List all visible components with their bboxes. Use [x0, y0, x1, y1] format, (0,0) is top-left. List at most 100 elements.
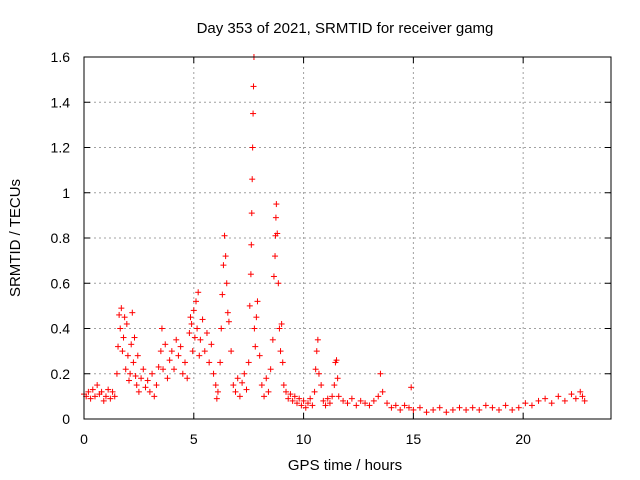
- data-point: [210, 370, 217, 377]
- data-point: [436, 404, 443, 411]
- data-point: [203, 330, 210, 337]
- data-point: [250, 83, 257, 90]
- data-point: [357, 397, 364, 404]
- data-point: [100, 397, 107, 404]
- data-point: [463, 406, 470, 413]
- data-point: [476, 406, 483, 413]
- data-point: [118, 305, 125, 312]
- data-point: [577, 388, 584, 395]
- data-point: [287, 391, 294, 398]
- x-axis-label: GPS time / hours: [288, 457, 402, 474]
- data-point: [243, 386, 250, 393]
- data-point: [224, 309, 231, 316]
- data-point: [401, 402, 408, 409]
- data-point: [151, 393, 158, 400]
- data-point: [140, 366, 147, 373]
- data-point: [250, 110, 257, 117]
- data-point: [179, 370, 186, 377]
- data-point: [121, 314, 128, 321]
- data-point: [528, 402, 535, 409]
- data-point: [131, 334, 138, 341]
- data-point: [98, 388, 105, 395]
- data-point: [120, 334, 127, 341]
- data-point: [449, 406, 456, 413]
- data-point: [377, 370, 384, 377]
- data-point: [252, 343, 259, 350]
- x-tick-label: 10: [296, 431, 312, 447]
- ticks-layer: [83, 56, 611, 420]
- data-point: [278, 320, 285, 327]
- data-point: [311, 388, 318, 395]
- data-point: [184, 375, 191, 382]
- data-point: [379, 388, 386, 395]
- data-point: [194, 325, 201, 332]
- chart-title: Day 353 of 2021, SRMTID for receiver gam…: [197, 20, 494, 37]
- data-point: [119, 348, 126, 355]
- data-point: [509, 406, 516, 413]
- data-point: [166, 357, 173, 364]
- data-point: [370, 397, 377, 404]
- data-point: [258, 382, 265, 389]
- data-point: [275, 280, 282, 287]
- data-point: [128, 341, 135, 348]
- data-point: [269, 336, 276, 343]
- data-point: [542, 395, 549, 402]
- data-point: [129, 309, 136, 316]
- x-tick-label: 0: [80, 431, 88, 447]
- data-point: [315, 370, 322, 377]
- data-point: [122, 366, 129, 373]
- data-point: [130, 359, 137, 366]
- data-point: [248, 241, 255, 248]
- data-point: [158, 325, 165, 332]
- data-point: [91, 393, 98, 400]
- data-point: [249, 144, 256, 151]
- data-point: [222, 253, 229, 260]
- data-point: [171, 366, 178, 373]
- data-point: [353, 402, 360, 409]
- data-point: [253, 314, 260, 321]
- data-point: [111, 393, 118, 400]
- data-point: [228, 348, 235, 355]
- data-point: [270, 273, 277, 280]
- data-point: [189, 348, 196, 355]
- data-point: [384, 400, 391, 407]
- y-tick-label: 0: [62, 411, 70, 427]
- data-point: [85, 388, 92, 395]
- y-tick-label: 0.4: [51, 321, 71, 337]
- data-point: [555, 393, 562, 400]
- data-point: [230, 382, 237, 389]
- data-point: [107, 395, 114, 402]
- data-point: [177, 343, 184, 350]
- data-point: [579, 393, 586, 400]
- data-point: [548, 400, 555, 407]
- data-point: [164, 375, 171, 382]
- data-point: [175, 352, 182, 359]
- data-point: [138, 375, 145, 382]
- tick-labels: 0 0.2 0.4 0.6 0.8 1 1.2 1.4 1.6 0 5 10 15 20: [51, 49, 532, 447]
- data-point: [322, 402, 329, 409]
- data-point: [397, 406, 404, 413]
- data-point: [102, 393, 109, 400]
- data-point: [489, 404, 496, 411]
- data-point: [581, 397, 588, 404]
- data-point: [123, 320, 130, 327]
- x-tick-label: 20: [515, 431, 531, 447]
- data-point: [256, 352, 263, 359]
- data-point: [423, 409, 430, 416]
- data-point: [116, 311, 123, 318]
- data-point: [146, 388, 153, 395]
- data-point: [272, 214, 279, 221]
- y-axis-label: SRMTID / TECUs: [7, 179, 24, 297]
- data-point: [273, 201, 280, 208]
- data-point: [405, 404, 412, 411]
- y-tick-label: 1: [62, 185, 70, 201]
- data-point: [220, 262, 227, 269]
- data-point: [153, 382, 160, 389]
- data-point: [265, 388, 272, 395]
- data-point: [234, 375, 241, 382]
- y-tick-label: 1.6: [51, 49, 71, 65]
- data-point: [246, 302, 253, 309]
- data-point: [168, 348, 175, 355]
- data-point: [362, 400, 369, 407]
